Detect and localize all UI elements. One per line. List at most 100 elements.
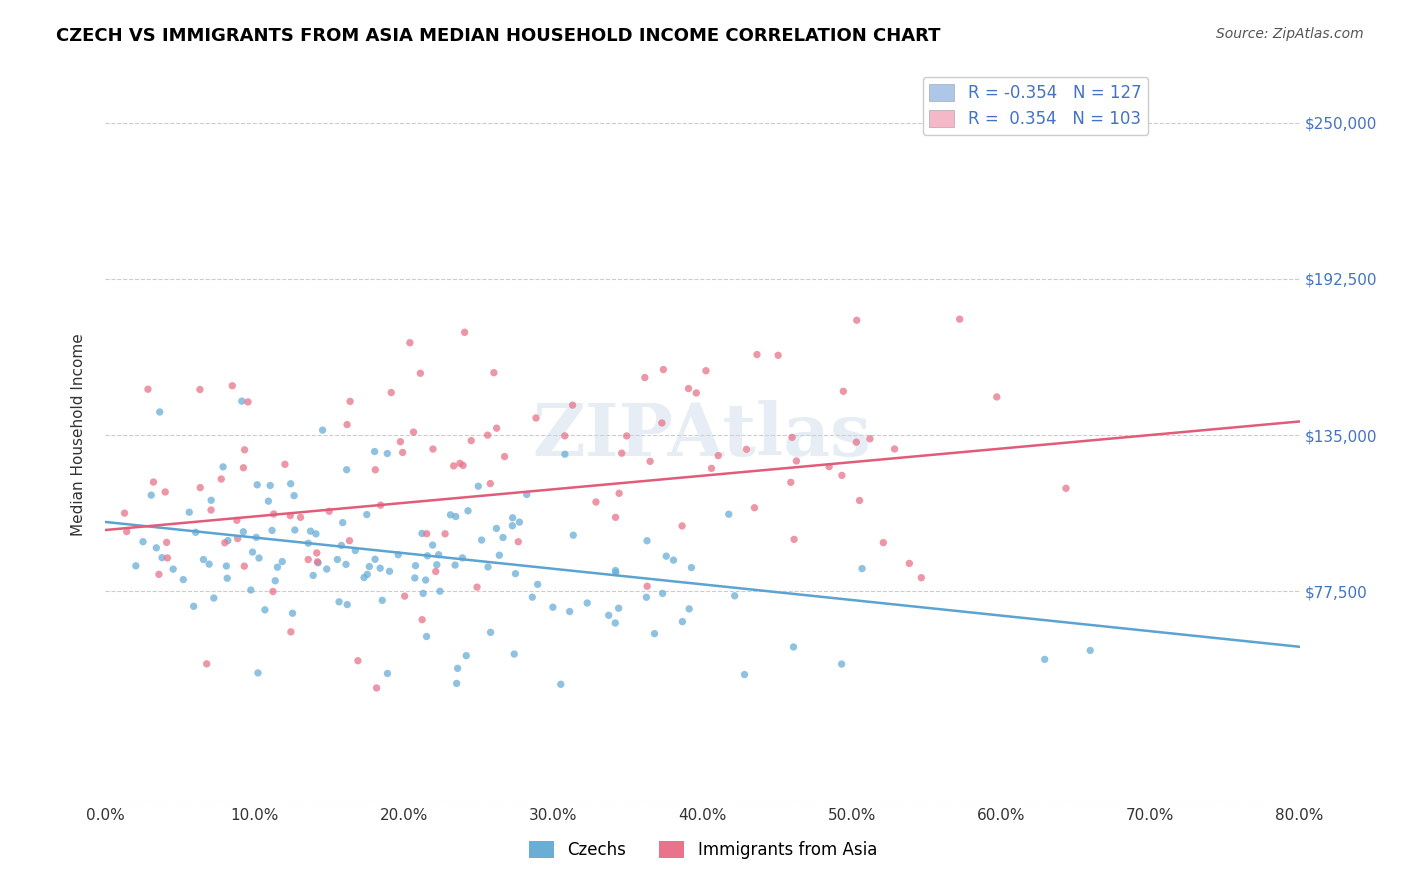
- Point: [221, 378, 243, 392]
- Point: [363, 444, 385, 458]
- Point: [422, 442, 444, 456]
- Point: [541, 600, 564, 615]
- Point: [326, 552, 349, 566]
- Point: [652, 362, 675, 376]
- Text: Source: ZipAtlas.com: Source: ZipAtlas.com: [1216, 27, 1364, 41]
- Point: [142, 475, 165, 489]
- Point: [290, 510, 312, 524]
- Point: [508, 534, 530, 549]
- Point: [274, 458, 297, 472]
- Point: [607, 486, 630, 500]
- Point: [558, 605, 581, 619]
- Point: [172, 573, 194, 587]
- Point: [280, 624, 302, 639]
- Point: [655, 549, 678, 564]
- Point: [883, 442, 905, 456]
- Point: [443, 458, 465, 473]
- Point: [446, 676, 468, 690]
- Point: [141, 488, 163, 502]
- Point: [260, 524, 283, 538]
- Point: [245, 530, 267, 544]
- Point: [505, 566, 527, 581]
- Point: [562, 528, 585, 542]
- Point: [232, 460, 254, 475]
- Point: [402, 425, 425, 439]
- Point: [387, 548, 409, 562]
- Point: [242, 545, 264, 559]
- Point: [271, 555, 294, 569]
- Point: [444, 558, 467, 573]
- Point: [695, 364, 717, 378]
- Point: [766, 348, 789, 362]
- Point: [188, 481, 211, 495]
- Point: [266, 560, 288, 574]
- Point: [264, 574, 287, 588]
- Point: [482, 366, 505, 380]
- Point: [429, 584, 451, 599]
- Point: [422, 538, 444, 552]
- Point: [253, 603, 276, 617]
- Point: [451, 458, 474, 473]
- Point: [485, 521, 508, 535]
- Point: [783, 533, 806, 547]
- Point: [522, 590, 544, 604]
- Point: [449, 456, 471, 470]
- Point: [226, 532, 249, 546]
- Point: [585, 495, 607, 509]
- Point: [364, 552, 387, 566]
- Point: [439, 508, 461, 522]
- Point: [434, 526, 457, 541]
- Point: [247, 551, 270, 566]
- Point: [831, 468, 853, 483]
- Point: [717, 508, 740, 522]
- Point: [644, 626, 666, 640]
- Point: [636, 579, 658, 593]
- Point: [347, 654, 370, 668]
- Point: [986, 390, 1008, 404]
- Point: [336, 463, 359, 477]
- Point: [183, 599, 205, 614]
- Point: [297, 552, 319, 566]
- Point: [231, 394, 253, 409]
- Point: [114, 506, 136, 520]
- Point: [554, 447, 576, 461]
- Point: [125, 558, 148, 573]
- Point: [202, 591, 225, 605]
- Point: [488, 548, 510, 562]
- Point: [831, 657, 853, 671]
- Point: [700, 461, 723, 475]
- Point: [485, 421, 508, 435]
- Point: [479, 476, 502, 491]
- Point: [416, 549, 439, 563]
- Point: [707, 449, 730, 463]
- Point: [353, 570, 375, 584]
- Point: [225, 513, 247, 527]
- Point: [1054, 481, 1077, 495]
- Point: [371, 593, 394, 607]
- Point: [636, 591, 658, 605]
- Point: [259, 478, 281, 492]
- Point: [233, 559, 256, 574]
- Point: [339, 394, 361, 409]
- Point: [851, 561, 873, 575]
- Point: [415, 526, 437, 541]
- Point: [780, 430, 803, 444]
- Point: [605, 510, 627, 524]
- Text: CZECH VS IMMIGRANTS FROM ASIA MEDIAN HOUSEHOLD INCOME CORRELATION CHART: CZECH VS IMMIGRANTS FROM ASIA MEDIAN HOU…: [56, 27, 941, 45]
- Point: [651, 416, 673, 430]
- Point: [399, 335, 422, 350]
- Point: [336, 417, 359, 432]
- Point: [359, 559, 381, 574]
- Point: [200, 493, 222, 508]
- Point: [411, 613, 433, 627]
- Point: [494, 450, 516, 464]
- Point: [318, 504, 340, 518]
- Point: [315, 562, 337, 576]
- Point: [263, 507, 285, 521]
- Point: [280, 476, 302, 491]
- Point: [610, 446, 633, 460]
- Point: [405, 558, 427, 573]
- Point: [845, 313, 868, 327]
- Point: [636, 533, 658, 548]
- Point: [467, 479, 489, 493]
